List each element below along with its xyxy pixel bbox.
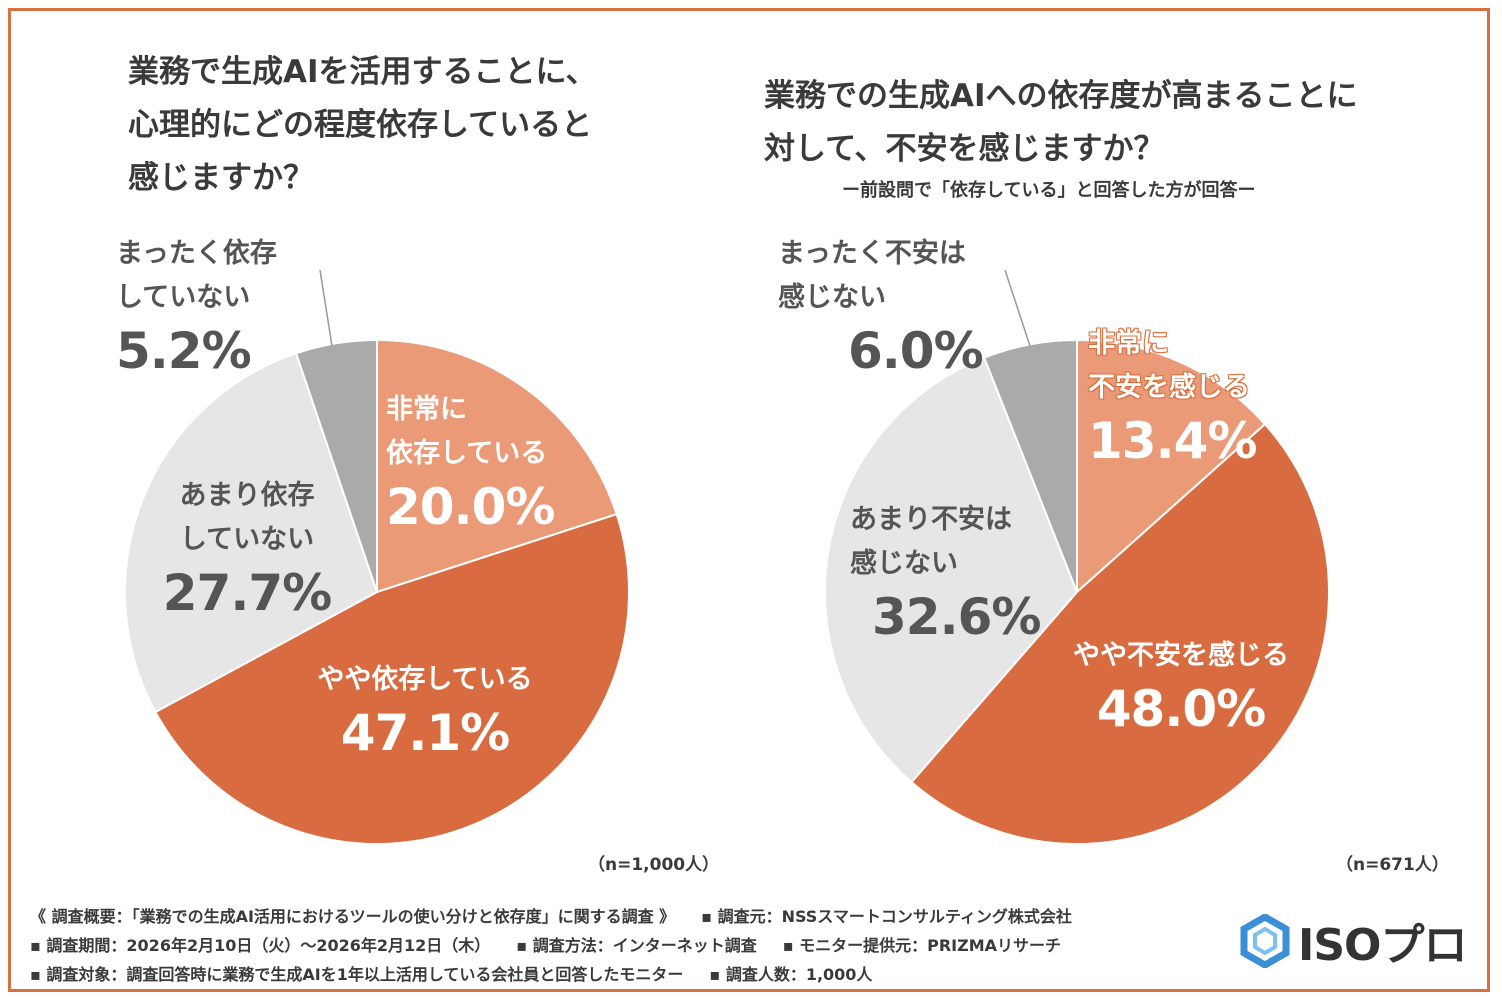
slice-label: あまり不安は	[850, 504, 1012, 535]
pie-slice-left-0	[376, 338, 618, 594]
slice-label: あまり依存	[179, 480, 315, 511]
survey-source: ▪ 調査元：NSSスマートコンサルティング株式会社	[701, 907, 1072, 926]
footer-line-3: ▪ 調査対象：調査回答時に業務で生成AIを1年以上活用している会社員と回答したモ…	[30, 961, 898, 985]
monitor-provider: ▪ モニター提供元：PRIZMAリサーチ	[782, 936, 1062, 955]
leader-line	[1004, 269, 1031, 347]
slice-percent: 27.7%	[162, 564, 332, 622]
slice-label: やや不安を感じる	[1073, 640, 1289, 671]
pie-slice-right-0	[1076, 338, 1267, 595]
slice-label: まったく依存	[116, 238, 277, 269]
left-title-line: 業務で生成AIを活用することに、	[128, 54, 597, 90]
left-title-line: 感じますか？	[128, 160, 314, 196]
hexagon-logo-icon	[1240, 914, 1290, 968]
left-label-not-at-all: まったく依存 していない 5.2%	[116, 232, 277, 382]
left-label-very: 非常に 依存している 20.0%	[386, 388, 555, 538]
slice-percent: 6.0%	[848, 322, 984, 380]
pie-slice-right-1	[910, 422, 1331, 845]
slice-label: 非常に	[1088, 328, 1169, 359]
outer-frame	[8, 8, 1490, 992]
left-sample-size: （n=1,000人）	[588, 855, 720, 875]
slice-percent: 48.0%	[1096, 680, 1266, 738]
survey-method: ▪ 調査方法：インターネット調査	[516, 936, 757, 955]
right-title-line: 対して、不安を感じますか？	[764, 131, 1165, 167]
right-chart-title: 業務での生成AIへの依存度が高まることに 対して、不安を感じますか？	[764, 70, 1464, 176]
slice-percent: 32.6%	[872, 588, 1041, 646]
footer-line-1: 《 調査概要：「業務での生成AI活用におけるツールの使い分けと依存度」に関する調…	[30, 903, 1098, 927]
survey-period: ▪ 調査期間：2026年2月10日（火）〜2026年2月12日（木）	[30, 936, 491, 955]
slice-label: 不安を感じる	[1088, 372, 1250, 403]
footer-line-2: ▪ 調査期間：2026年2月10日（火）〜2026年2月12日（木） ▪ 調査方法…	[30, 932, 1087, 956]
slice-label: まったく不安は	[778, 238, 966, 269]
logo-text: ISOプロ	[1298, 920, 1467, 971]
slice-label: 感じない	[778, 282, 886, 313]
survey-target: ▪ 調査対象：調査回答時に業務で生成AIを1年以上活用している会社員と回答したモ…	[30, 965, 684, 984]
slice-label: 感じない	[850, 548, 958, 579]
survey-summary: 《 調査概要：「業務での生成AI活用におけるツールの使い分けと依存度」に関する調…	[30, 907, 676, 926]
right-label-somewhat: やや不安を感じる 48.0%	[1046, 634, 1316, 740]
left-label-not-much: あまり依存 していない 27.7%	[162, 474, 332, 624]
slice-label: していない	[179, 524, 315, 555]
slice-percent: 20.0%	[386, 478, 555, 536]
slice-label: 非常に	[386, 394, 467, 425]
left-chart-title: 業務で生成AIを活用することに、 心理的にどの程度依存していると 感じますか？	[128, 46, 668, 205]
right-label-not-much: あまり不安は 感じない 32.6%	[850, 498, 1041, 648]
slice-percent: 5.2%	[116, 322, 252, 380]
leader-line	[319, 269, 333, 347]
pie-slice-left-2	[124, 352, 379, 714]
pie-slice-left-3	[294, 338, 378, 593]
left-title-line: 心理的にどの程度依存していると	[128, 107, 593, 143]
survey-count: ▪ 調査人数：1,000人	[709, 965, 873, 984]
slice-label: 依存している	[386, 438, 548, 469]
right-label-very: 非常に 不安を感じる 13.4%	[1088, 322, 1257, 472]
slice-percent: 47.1%	[340, 704, 510, 762]
left-label-somewhat: やや依存している 47.1%	[290, 658, 560, 764]
slice-label: やや依存している	[317, 664, 533, 695]
right-chart-subtitle: ー前設問で「依存している」と回答した方が回答ー	[842, 180, 1256, 201]
pie-slice-right-2	[824, 356, 1079, 784]
slice-percent: 13.4%	[1088, 412, 1257, 470]
right-sample-size: （n=671人）	[1336, 855, 1449, 875]
right-title-line: 業務での生成AIへの依存度が高まることに	[764, 78, 1358, 114]
right-label-not-at-all: まったく不安は 感じない 6.0%	[778, 232, 984, 382]
slice-label: していない	[116, 282, 251, 313]
pie-slice-left-1	[154, 512, 630, 845]
brand-logo: ISOプロ	[1240, 912, 1485, 971]
